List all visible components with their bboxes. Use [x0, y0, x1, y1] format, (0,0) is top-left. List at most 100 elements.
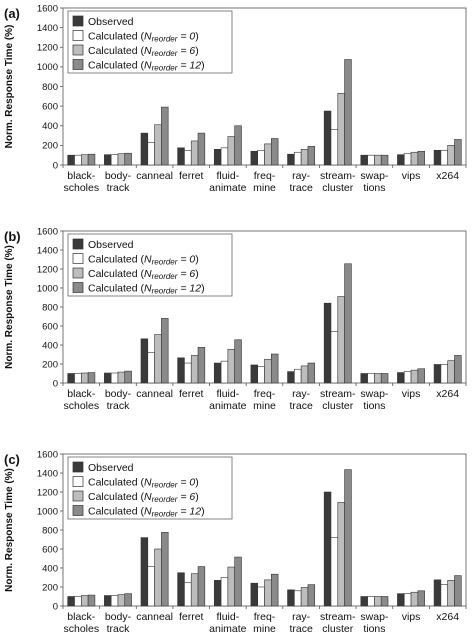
x-tick-label: stream-cluster	[320, 388, 356, 412]
bar	[323, 491, 332, 607]
x-tick-label: x264	[436, 170, 459, 182]
bar	[140, 537, 149, 607]
legend-box	[67, 233, 233, 297]
bar	[433, 149, 442, 166]
legend-swatch	[72, 505, 84, 516]
y-tick-label: 1400	[37, 23, 58, 34]
bar	[330, 331, 339, 384]
bar	[440, 149, 448, 166]
y-tick-label: 600	[42, 321, 58, 332]
y-tick-label: 400	[42, 340, 58, 351]
bar	[197, 347, 206, 384]
y-axis-label: Norm. Response Time (%)	[4, 25, 15, 149]
bar	[184, 149, 192, 166]
bar	[124, 152, 132, 166]
bar	[294, 368, 302, 384]
y-tick-label: 800	[42, 525, 58, 536]
bar	[190, 573, 199, 607]
bar	[403, 593, 412, 607]
chart-panel-3: (c)Norm. Response Time (%) 0 200 400 600 800 1…	[4, 449, 467, 635]
bar	[417, 150, 425, 166]
y-tick-label: 1200	[37, 264, 58, 275]
bar	[403, 153, 412, 166]
y-tick-label: 800	[42, 82, 58, 93]
bar	[433, 364, 442, 384]
bar	[140, 338, 149, 384]
x-tick-label: ray-trace	[289, 611, 313, 635]
legend-entry: Calculated (Nreorder = 12)	[88, 60, 205, 73]
y-tick-label: 200	[42, 582, 58, 593]
x-tick-label: stream-cluster	[320, 611, 356, 635]
bar	[124, 593, 132, 607]
bar	[264, 143, 272, 166]
bar	[250, 364, 258, 384]
bar	[227, 136, 235, 166]
bar	[87, 153, 96, 166]
bar	[197, 566, 206, 607]
bar	[294, 590, 302, 607]
x-tick-label: swap-tions	[360, 170, 389, 194]
bar	[110, 154, 119, 166]
bar	[397, 154, 405, 166]
bar	[67, 596, 75, 607]
bar	[360, 373, 368, 384]
legend-swatch	[72, 267, 84, 279]
bar	[117, 371, 126, 384]
x-tick-label: x264	[436, 388, 459, 400]
y-tick-label: 1000	[37, 62, 58, 73]
legend-entry: Observed	[88, 462, 134, 474]
bar	[300, 365, 309, 384]
bar	[104, 154, 112, 166]
y-tick-label: 400	[42, 563, 58, 574]
bar	[177, 357, 185, 384]
bar	[410, 591, 419, 607]
legend-entry: Calculated (Nreorder = 6)	[88, 491, 199, 504]
legend-entry: Observed	[88, 16, 134, 28]
y-tick-label: 1400	[37, 468, 58, 479]
y-tick-label: 1200	[37, 43, 58, 54]
bar	[287, 589, 295, 607]
bar	[74, 596, 82, 607]
legend-entry: Calculated (Nreorder = 6)	[88, 45, 199, 58]
legend-swatch	[72, 238, 84, 250]
legend-entry: Observed	[88, 239, 134, 251]
bar	[410, 151, 419, 166]
bar	[454, 355, 462, 384]
x-tick-label: fluid-animate	[209, 170, 247, 194]
bar	[330, 129, 339, 166]
bar	[147, 566, 155, 607]
x-tick-label: body-track	[105, 170, 132, 194]
bar	[190, 355, 199, 384]
y-tick-label: 1600	[37, 226, 58, 237]
bar	[197, 132, 206, 166]
x-tick-label: black-scholes	[64, 388, 100, 412]
bar	[81, 595, 89, 607]
bar	[74, 373, 82, 384]
y-axis-label: Norm. Response Time (%)	[4, 245, 15, 369]
bar	[190, 140, 199, 166]
legend-entry: Calculated (Nreorder = 12)	[88, 506, 205, 519]
bar	[447, 580, 455, 607]
y-tick-label: 200	[42, 359, 58, 370]
y-tick-label: 600	[42, 101, 58, 112]
bar	[154, 334, 162, 384]
bar	[287, 371, 295, 384]
x-tick-label: black-scholes	[64, 611, 100, 635]
bar	[440, 364, 448, 384]
legend-box	[67, 10, 233, 74]
x-tick-label: vips	[402, 388, 421, 400]
bar	[454, 139, 462, 166]
bar	[124, 370, 132, 384]
bar	[140, 132, 149, 166]
x-tick-label: freq-mine	[253, 170, 276, 194]
bar	[417, 590, 425, 607]
y-axis-label: Norm. Response Time (%)	[4, 468, 15, 592]
legend-swatch	[72, 44, 84, 56]
bar	[257, 366, 265, 384]
bar	[344, 469, 352, 607]
bar	[154, 124, 162, 166]
bar	[380, 596, 389, 607]
